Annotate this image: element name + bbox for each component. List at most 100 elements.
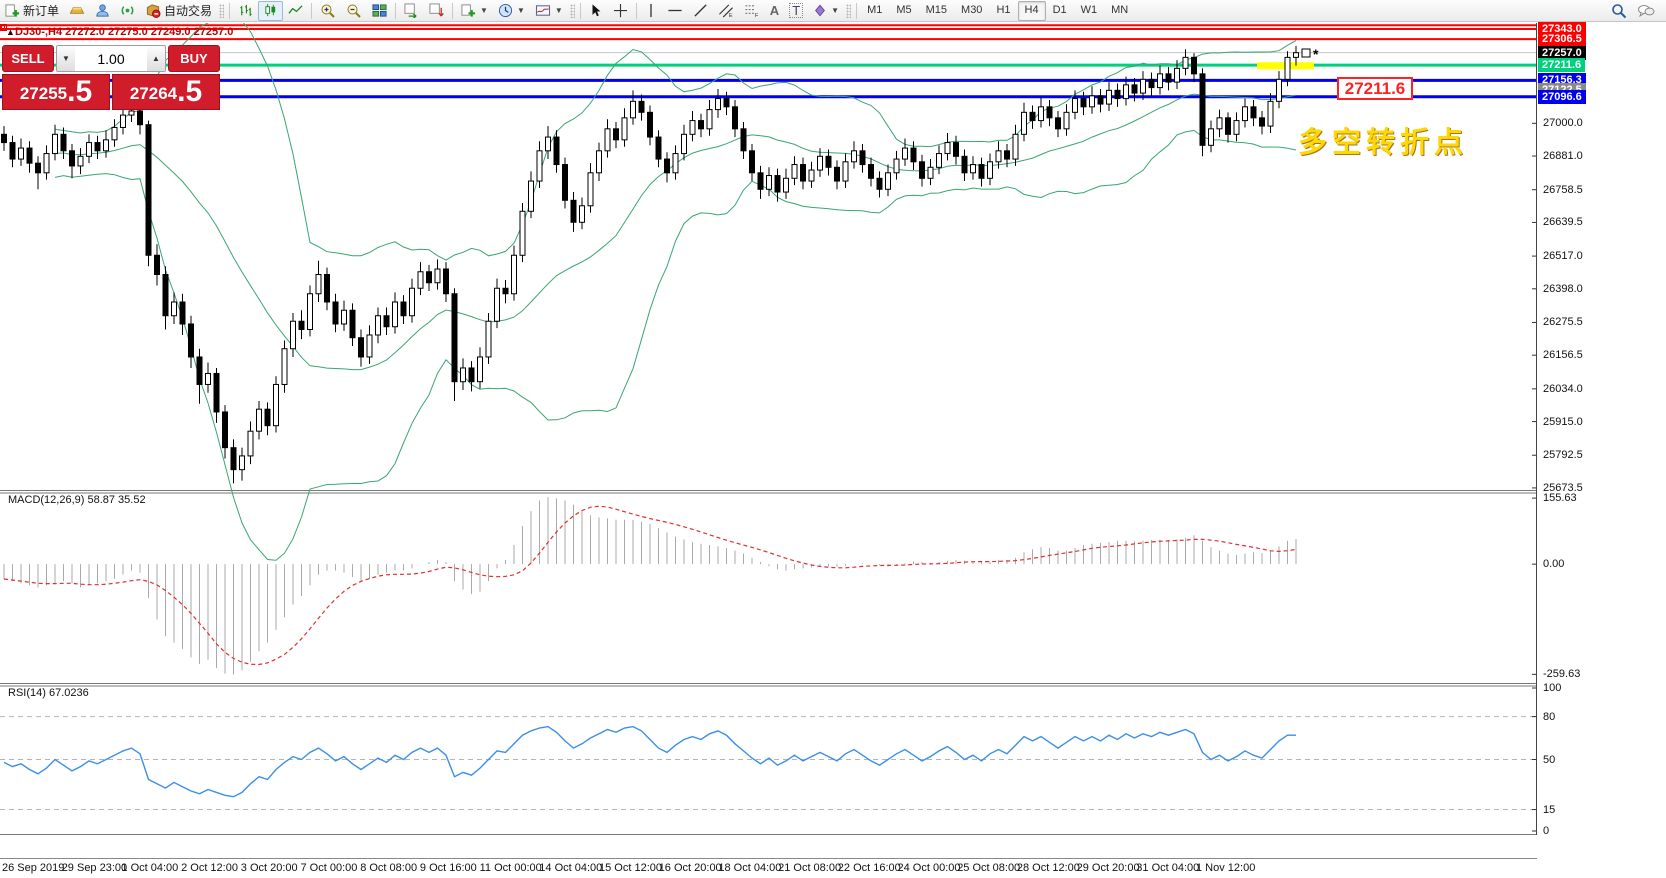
chevron-down-icon: ▼ [480, 6, 488, 15]
sell-price[interactable]: 27255.5 [2, 74, 110, 110]
templates-dropdown[interactable]: ▼ [530, 1, 568, 21]
candle-body [1004, 150, 1010, 160]
candle-body [273, 383, 279, 427]
new-chart-dropdown[interactable]: ▼ [456, 1, 493, 21]
crosshair-button[interactable] [608, 1, 633, 21]
time-tick-label: 15 Oct 12:00 [599, 862, 662, 874]
timeframe-button-h4[interactable]: H4 [1017, 0, 1046, 21]
gold-button[interactable] [64, 1, 90, 21]
price-tick-label: 26639.5 [1543, 216, 1583, 229]
zoom-in-button[interactable] [315, 1, 341, 21]
candle-body [621, 117, 628, 141]
candle-body [468, 367, 475, 383]
new-order-button[interactable]: 新订单 [0, 1, 64, 21]
search-button[interactable] [1606, 1, 1632, 21]
star-marker[interactable]: * [1313, 46, 1319, 62]
candle-body [1140, 78, 1146, 94]
candle-body [1131, 84, 1138, 94]
line-chart-button[interactable] [283, 1, 308, 21]
horizontal-line-icon [668, 9, 682, 12]
price-tag: 27096.6 [1538, 89, 1586, 104]
arrange-charts-button[interactable] [399, 1, 424, 21]
chat-button[interactable] [1632, 1, 1660, 21]
price-tick-label: 26517.0 [1543, 250, 1583, 263]
candle-body [77, 155, 84, 167]
channel-button[interactable]: E [713, 1, 739, 21]
support-agent-icon [96, 4, 109, 17]
rsi-tick-label: 0 [1543, 825, 1550, 837]
timeframe-button-d1[interactable]: D1 [1052, 3, 1067, 16]
turning-point-annotation[interactable]: 多空转折点 [1298, 127, 1469, 159]
candle-body [52, 133, 58, 155]
timeframe-button-m5[interactable]: M5 [896, 3, 912, 16]
candle-body [791, 164, 798, 179]
candle-body [434, 268, 441, 284]
trendline-button[interactable] [688, 1, 713, 21]
candle-body [162, 274, 169, 317]
volume-decrease-button[interactable]: ▼ [57, 46, 75, 71]
timeframe-button-h1[interactable]: H1 [996, 3, 1011, 16]
tile-windows-button[interactable] [367, 1, 392, 21]
candle-body [1123, 84, 1129, 100]
arrange-charts-icon [404, 3, 417, 18]
price-axis[interactable]: 27000.0 26881.0 26758.5 26639.5 26517.0 26398… [1537, 22, 1666, 855]
time-axis[interactable]: 26 Sep 2019 29 Sep 23:00 1 Oct 04:00 2 Oct … [0, 858, 1537, 878]
timeframe-button-m1[interactable]: M1 [867, 3, 883, 16]
candle-body [171, 301, 177, 317]
candle-body [672, 153, 679, 174]
vertical-line-button[interactable] [640, 1, 662, 21]
candle-body [281, 348, 288, 385]
candle-body [494, 287, 500, 322]
bar-chart-button[interactable] [233, 1, 258, 21]
expand-triangle-icon[interactable]: ▲ [6, 27, 15, 37]
timeframe-button-w1[interactable]: W1 [1080, 3, 1098, 16]
candle-body [60, 133, 67, 152]
zoom-out-button[interactable] [341, 1, 367, 21]
periods-dropdown[interactable]: ▼ [493, 1, 530, 21]
autotrading-button[interactable]: 自动交易 [140, 1, 217, 21]
horizontal-line-button[interactable] [662, 1, 688, 21]
buy-price[interactable]: 27264.5 [112, 74, 220, 110]
text-label-button[interactable]: T [784, 1, 808, 21]
candle-body [1106, 89, 1112, 105]
square-marker[interactable] [1301, 48, 1311, 58]
candle-body [290, 320, 296, 350]
candle-body [825, 155, 832, 168]
volume-increase-button[interactable]: ▲ [147, 46, 165, 71]
cursor-button[interactable] [584, 1, 608, 21]
text-button[interactable]: A [765, 1, 784, 21]
chevron-down-icon: ▼ [831, 6, 840, 15]
signal-button[interactable] [115, 1, 140, 21]
time-tick-label: 1 Oct 04:00 [121, 862, 179, 874]
shapes-dropdown[interactable]: ▼ [808, 1, 844, 21]
sell-price-frac: .5 [67, 75, 93, 108]
candlestick-button[interactable] [258, 0, 284, 21]
buy-button[interactable]: BUY [168, 45, 220, 72]
candle-body [230, 447, 237, 471]
candle-body [596, 150, 602, 174]
candle-body [409, 287, 415, 317]
time-tick-label: 26 Sep 2019 [2, 862, 65, 874]
time-tick-label: 31 Oct 04:00 [1136, 862, 1200, 874]
svg-text:E: E [729, 13, 733, 18]
timeframe-button-mn[interactable]: MN [1111, 3, 1129, 16]
support-button[interactable] [90, 1, 115, 21]
price-annotation-box[interactable]: 27211.6 [1337, 77, 1413, 100]
candle-body [256, 408, 262, 432]
candle-body [757, 172, 764, 190]
candle-body [961, 155, 968, 174]
window-system-icon[interactable] [0, 24, 7, 31]
volume-value[interactable]: 1.00 [97, 50, 125, 67]
timeframe-button-m15[interactable]: M15 [925, 3, 948, 16]
timeframe-button-m30[interactable]: M30 [961, 3, 983, 16]
candle-body [706, 109, 713, 130]
sell-button[interactable]: SELL [2, 45, 54, 72]
price-tick-label: 26881.0 [1543, 150, 1583, 163]
candle-body [834, 166, 840, 182]
chart-canvas[interactable]: * [0, 23, 1537, 855]
cascade-windows-button[interactable] [424, 1, 449, 21]
macd-tick-label: -259.63 [1543, 668, 1581, 681]
fibonacci-button[interactable]: F [739, 1, 765, 21]
candle-body [179, 301, 186, 325]
candle-body [1, 133, 7, 144]
